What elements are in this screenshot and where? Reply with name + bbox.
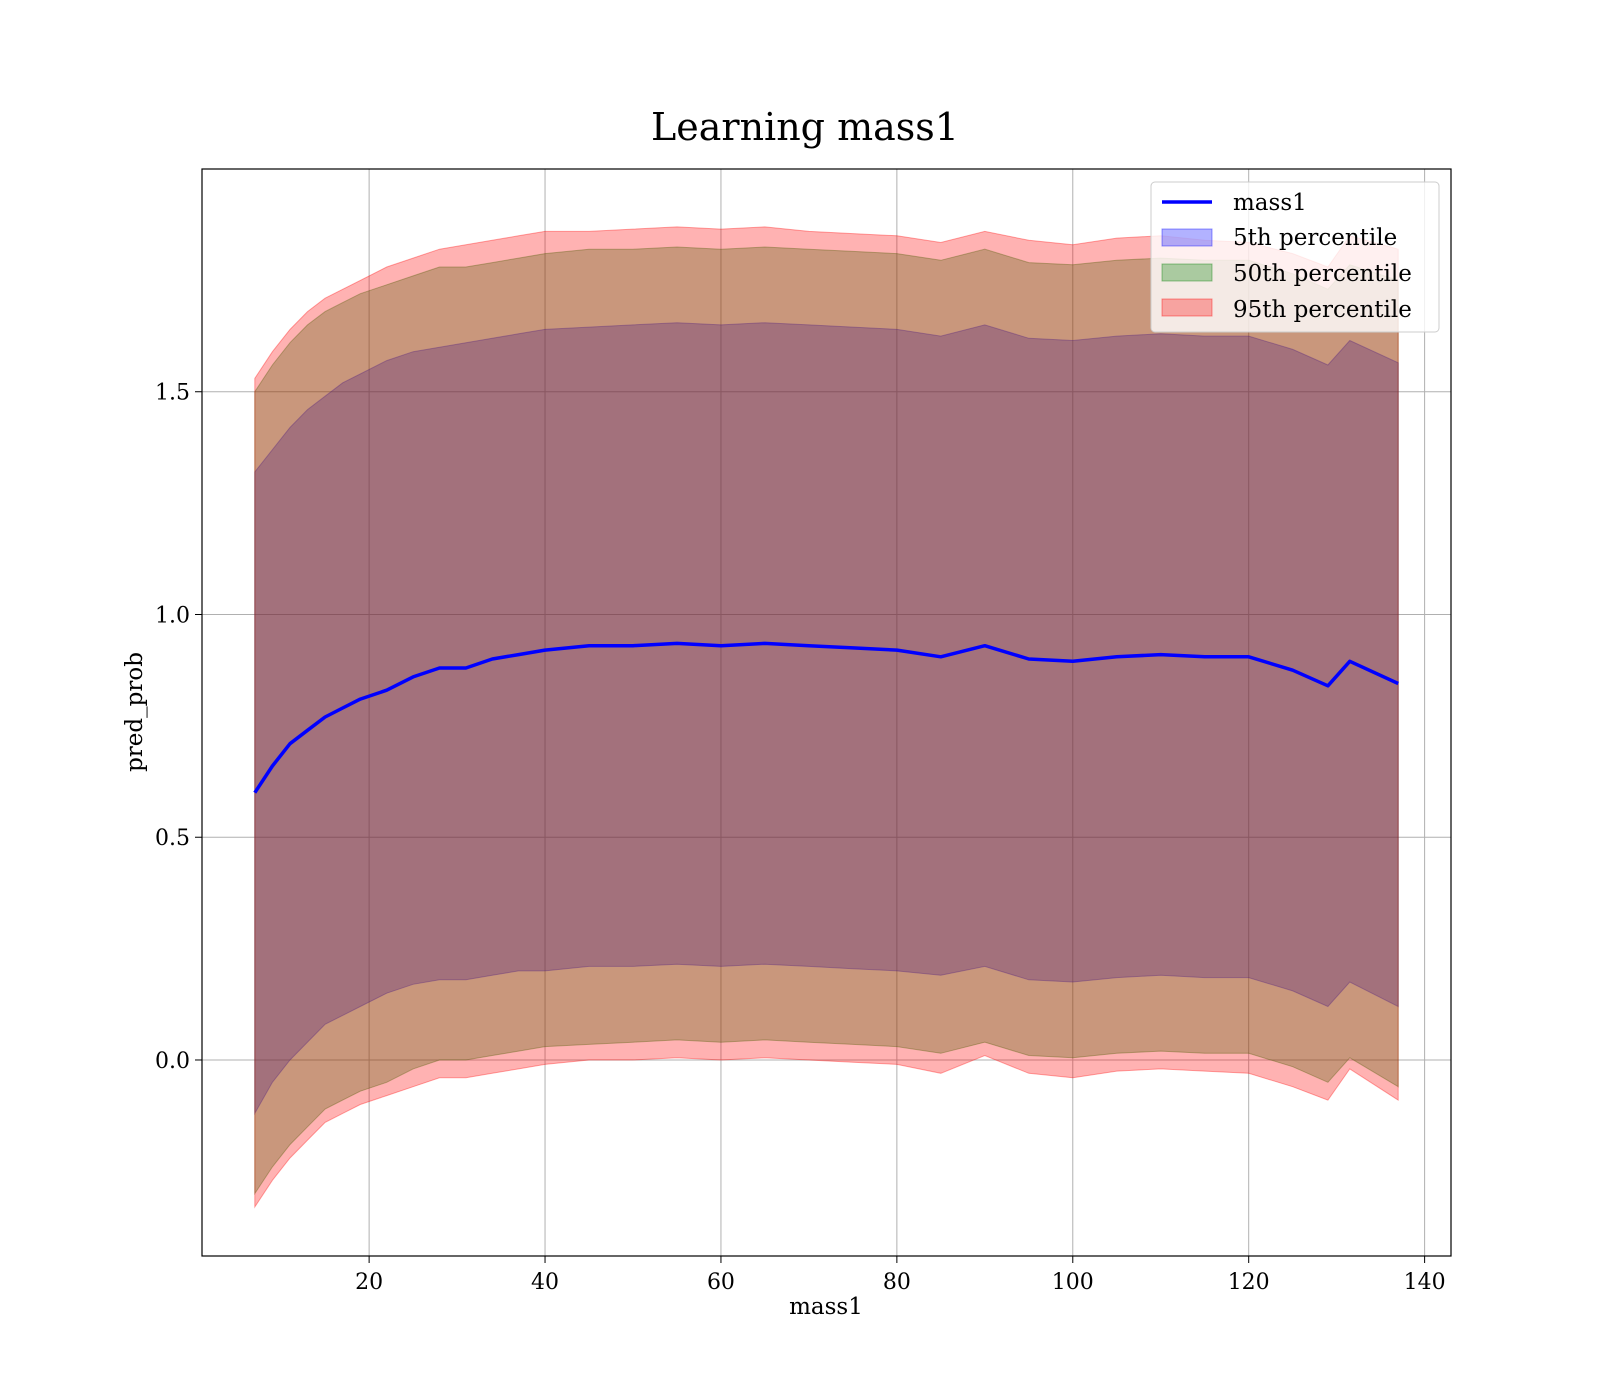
legend-swatch-95th	[1161, 298, 1213, 317]
legend-swatch-5th	[1161, 228, 1213, 247]
grid	[202, 169, 1451, 1256]
plot-area	[201, 168, 1452, 1257]
x-tick-label: 40	[531, 1270, 559, 1295]
band-95th-percentile	[254, 226, 1399, 1209]
mass1-line	[253, 641, 1399, 794]
y-axis-ticks: 0.0 0.5 1.0 1.5	[155, 381, 202, 1074]
band-5th-percentile	[254, 322, 1399, 1116]
chart-title: Learning mass1	[651, 105, 959, 149]
x-tick-label: 60	[707, 1270, 735, 1295]
legend-swatch-50th	[1161, 263, 1213, 282]
legend: mass1 5th percentile 50th percentile 95t…	[1150, 181, 1440, 333]
percentile-bands	[254, 226, 1399, 1209]
x-axis-ticks: 20 40 60 80 100 120 140	[355, 1256, 1446, 1295]
y-tick-label: 0.0	[155, 1049, 190, 1074]
y-tick-label: 1.5	[155, 381, 190, 406]
x-tick-label: 20	[355, 1270, 383, 1295]
band-50th-percentile	[254, 246, 1399, 1196]
legend-label-5th: 5th percentile	[1233, 225, 1397, 251]
legend-label-95th: 95th percentile	[1233, 297, 1412, 323]
x-tick-label: 120	[1228, 1270, 1270, 1295]
x-axis-label: mass1	[789, 1294, 863, 1320]
plot-frame	[201, 168, 1452, 1257]
y-tick-label: 1.0	[155, 603, 190, 628]
x-tick-label: 100	[1052, 1270, 1094, 1295]
y-tick-label: 0.5	[155, 826, 190, 851]
legend-label-50th: 50th percentile	[1233, 261, 1412, 287]
x-tick-label: 140	[1404, 1270, 1446, 1295]
legend-label-mass1: mass1	[1233, 190, 1307, 216]
mass1-line-layer	[253, 641, 1399, 794]
y-axis-label: pred_prob	[122, 652, 148, 772]
legend-box	[1150, 181, 1440, 333]
x-tick-label: 80	[883, 1270, 911, 1295]
